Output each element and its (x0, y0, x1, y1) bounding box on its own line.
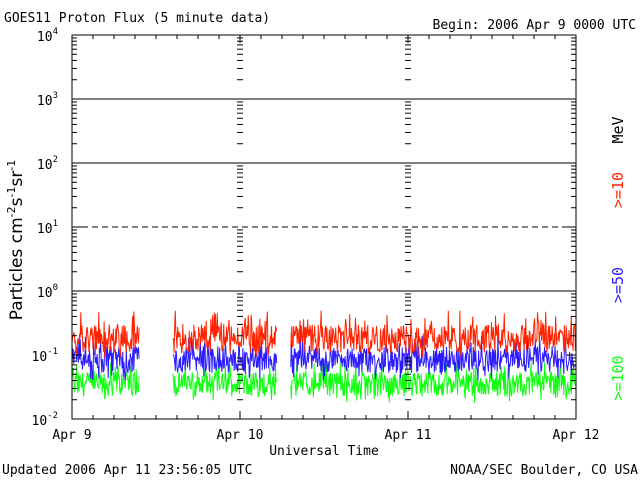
x-tick-label: Apr 10 (217, 428, 264, 443)
legend-ge100: >=100 (609, 355, 627, 400)
x-axis-label: Universal Time (269, 444, 379, 459)
y-tick-label: 10-2 (32, 411, 59, 429)
grid-layer (72, 98, 576, 292)
y-axis-label: Particles cm-2s-1sr-1 (5, 160, 27, 321)
x-tick-label: Apr 12 (553, 428, 600, 443)
chart-title: GOES11 Proton Flux (5 minute data) (4, 11, 270, 26)
series-line-ge10 (71, 310, 576, 358)
x-tick-label: Apr 9 (52, 428, 91, 443)
begin-time: Begin: 2006 Apr 9 0000 UTC (433, 18, 637, 33)
series-line-ge100 (71, 361, 576, 403)
updated-timestamp: Updated 2006 Apr 11 23:56:05 UTC (2, 463, 252, 478)
series-layer (71, 310, 576, 403)
y-tick-label: 102 (37, 155, 58, 173)
y-tick-label: 100 (37, 283, 58, 301)
y-tick-label: 101 (37, 219, 58, 237)
legend-ge10: >=10 (609, 172, 627, 208)
plot-frame (71, 34, 577, 420)
x-tick-label: Apr 11 (385, 428, 432, 443)
y-tick-label: 10-1 (32, 347, 59, 365)
legend-ge50: >=50 (609, 267, 627, 303)
units-label: MeV (609, 116, 627, 143)
y-tick-label: 103 (37, 91, 58, 109)
y-tick-label: 104 (37, 27, 58, 45)
tick-layer: 10-2 10-1 100 101 102 103 104 Apr 9 Apr 10 Apr 11… (32, 27, 600, 443)
credit-label: NOAA/SEC Boulder, CO USA (450, 463, 638, 478)
